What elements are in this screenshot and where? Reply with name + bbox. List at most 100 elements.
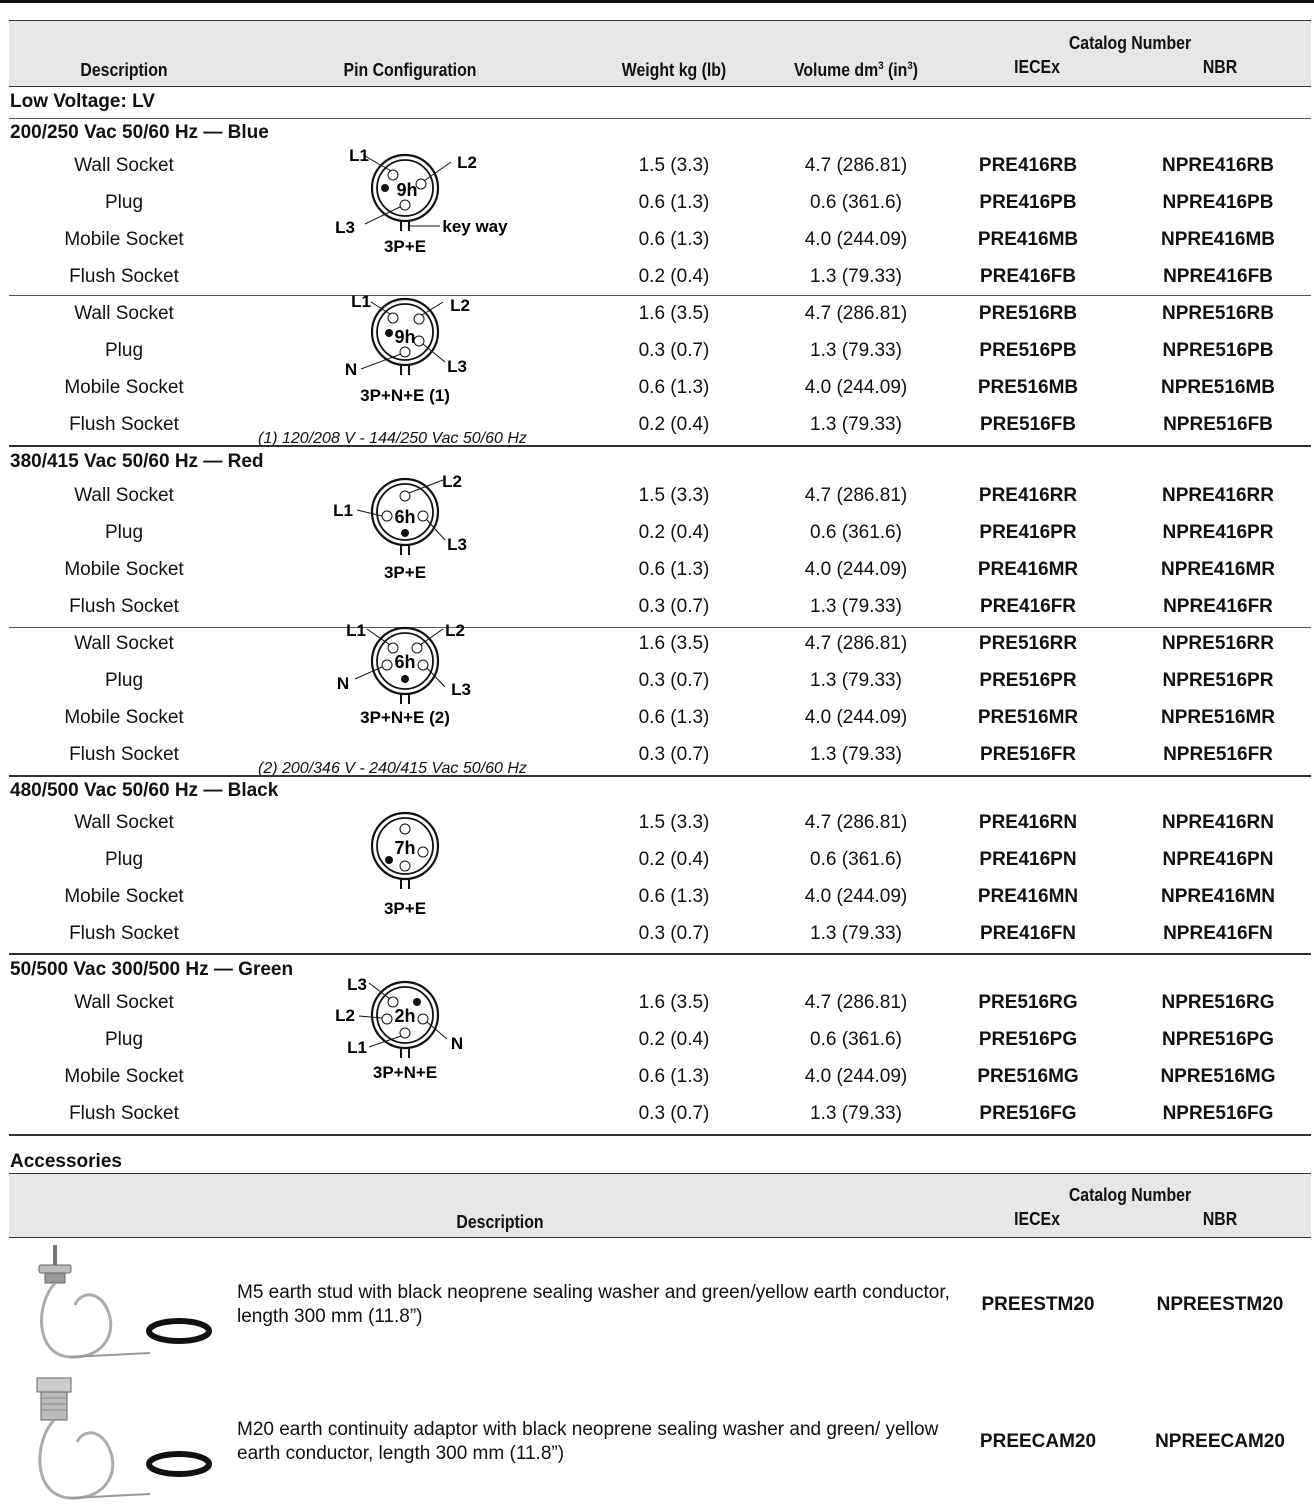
divider: [9, 953, 1311, 955]
row-volume: 1.3 (79.33): [810, 670, 902, 691]
row-weight: 0.3 (0.7): [638, 923, 710, 944]
row-nbr-catalog: NPRE516RR: [1162, 633, 1274, 654]
accessory-iecex: PREESTM20: [981, 1294, 1095, 1315]
pin-configuration-diagram: 9h L1 L2 N L3 3P+N+E (1): [345, 292, 470, 405]
row-nbr-catalog: NPRE516FB: [1163, 414, 1273, 435]
row-volume: 1.3 (79.33): [810, 266, 902, 287]
pin-label: L2: [450, 296, 470, 315]
pin-configuration-diagram: 9h L1 L2 L3 key way 3P+E: [335, 146, 508, 256]
row-iecex-catalog: PRE516RB: [978, 303, 1078, 324]
row-volume: 4.7 (286.81): [804, 303, 908, 324]
row-volume: 4.0 (244.09): [804, 229, 908, 250]
row-volume: 4.0 (244.09): [804, 886, 908, 907]
row-iecex-catalog: PRE416FN: [979, 923, 1077, 944]
row-description: Plug: [104, 192, 144, 213]
row-weight: 0.6 (1.3): [638, 707, 710, 728]
row-volume: 1.3 (79.33): [810, 923, 902, 944]
divider: [9, 445, 1311, 447]
divider: [9, 1134, 1311, 1136]
footnote: (2) 200/346 V - 240/415 Vac 50/60 Hz: [258, 760, 527, 777]
row-volume: 1.3 (79.33): [810, 340, 902, 361]
row-nbr-catalog: NPRE416MR: [1160, 559, 1276, 580]
row-weight: 0.3 (0.7): [638, 744, 710, 765]
pin-label: L1: [351, 292, 371, 311]
row-description: Wall Socket: [74, 155, 174, 176]
row-description: Plug: [104, 522, 144, 543]
header-iecex: IECEx: [1014, 57, 1060, 77]
row-nbr-catalog: NPRE516RG: [1161, 992, 1275, 1013]
row-description: Flush Socket: [69, 923, 179, 944]
pin-label: key way: [442, 217, 508, 236]
accessory-nbr: NPREESTM20: [1156, 1294, 1284, 1315]
pin-label: 3P+E: [384, 899, 426, 918]
pin-label: 9h: [396, 180, 417, 200]
row-iecex-catalog: PRE516PB: [979, 340, 1077, 361]
row-weight: 0.3 (0.7): [638, 340, 710, 361]
voltage-class: Low Voltage: LV: [10, 91, 155, 112]
pin-label: L2: [445, 621, 465, 640]
row-iecex-catalog: PRE516MR: [977, 707, 1079, 728]
row-weight: 0.6 (1.3): [638, 229, 710, 250]
row-iecex-catalog: PRE416RB: [978, 155, 1078, 176]
row-nbr-catalog: NPRE416MB: [1160, 229, 1276, 250]
pin-label: 7h: [394, 838, 415, 858]
row-description: Plug: [104, 849, 144, 870]
row-description: Mobile Socket: [64, 886, 184, 907]
row-weight: 1.5 (3.3): [638, 155, 710, 176]
row-description: Wall Socket: [74, 485, 174, 506]
row-description: Flush Socket: [69, 744, 179, 765]
row-volume: 4.0 (244.09): [804, 707, 908, 728]
earth-adaptor-image: [36, 1377, 212, 1500]
header-nbr: NBR: [1202, 57, 1238, 77]
header-catalog-number: Catalog Number: [1068, 33, 1192, 53]
accessory-description: M20 earth continuity adaptor with black …: [237, 1419, 939, 1464]
pin-label: N: [451, 1034, 463, 1053]
pin-configuration-diagram: 2h L3 L2 L1 N 3P+N+E: [335, 975, 463, 1082]
row-weight: 0.3 (0.7): [638, 670, 710, 691]
divider: [9, 627, 1311, 628]
row-volume: 0.6 (361.6): [810, 1029, 902, 1050]
pin-label: N: [345, 360, 357, 379]
row-weight: 0.6 (1.3): [638, 192, 710, 213]
row-weight: 1.5 (3.3): [638, 812, 710, 833]
divider: [9, 118, 1311, 119]
row-nbr-catalog: NPRE516RB: [1162, 303, 1274, 324]
row-iecex-catalog: PRE516FB: [979, 414, 1077, 435]
header-volume: Volume dm3 (in3): [793, 60, 919, 80]
row-iecex-catalog: PRE516MG: [977, 1066, 1079, 1087]
row-nbr-catalog: NPRE416RR: [1162, 485, 1274, 506]
pin-label: L3: [451, 680, 471, 699]
row-iecex-catalog: PRE416PN: [979, 849, 1077, 870]
pin-label: 3P+E: [384, 563, 426, 582]
row-description: Flush Socket: [69, 596, 179, 617]
row-weight: 1.5 (3.3): [638, 485, 710, 506]
section-title: 50/500 Vac 300/500 Hz — Green: [10, 959, 294, 980]
row-volume: 4.0 (244.09): [804, 559, 908, 580]
accessories-header: [9, 1173, 1311, 1238]
row-iecex-catalog: PRE516MB: [977, 377, 1079, 398]
section-title: 480/500 Vac 50/60 Hz — Black: [10, 780, 279, 801]
pin-label: N: [337, 674, 349, 693]
table-header: [9, 20, 1311, 87]
row-weight: 0.2 (0.4): [638, 849, 710, 870]
pin-label: L3: [447, 357, 467, 376]
earth-stud-image: [38, 1245, 212, 1359]
row-volume: 4.7 (286.81): [804, 992, 908, 1013]
accessory-description: M5 earth stud with black neoprene sealin…: [237, 1282, 950, 1327]
accessories-header-iecex: IECEx: [1014, 1209, 1060, 1229]
row-nbr-catalog: NPRE416MN: [1160, 886, 1276, 907]
pin-label: L1: [349, 146, 369, 165]
row-volume: 0.6 (361.6): [810, 522, 902, 543]
pin-configuration-diagram: 6h L2 L1 L3 3P+E: [333, 472, 467, 582]
row-volume: 4.7 (286.81): [804, 155, 908, 176]
row-nbr-catalog: NPRE416PR: [1162, 522, 1274, 543]
row-volume: 4.0 (244.09): [804, 377, 908, 398]
header-weight: Weight kg (lb): [621, 60, 727, 80]
row-weight: 0.3 (0.7): [638, 1103, 710, 1124]
row-weight: 0.2 (0.4): [638, 266, 710, 287]
pin-label: 9h: [394, 327, 415, 347]
row-volume: 4.7 (286.81): [804, 633, 908, 654]
row-description: Plug: [104, 340, 144, 361]
accessory-iecex: PREECAM20: [979, 1431, 1097, 1452]
